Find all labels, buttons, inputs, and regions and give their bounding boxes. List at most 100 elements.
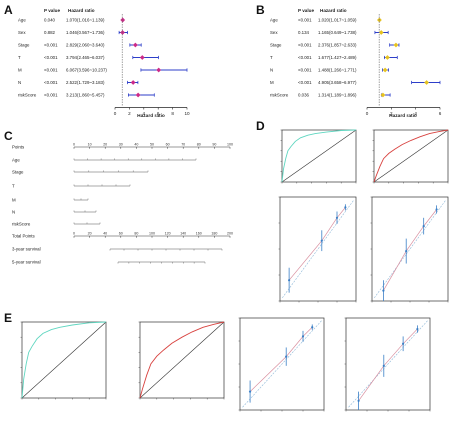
panel-e-roc-right xyxy=(138,321,225,400)
panel-d-calibration-right-observed-line xyxy=(383,209,437,291)
forest-a-tick-1: 2 xyxy=(128,111,131,116)
forest-b-label-5: M xyxy=(270,80,274,85)
forest-b-hrtext-0: 1.020(1.017~1.059) xyxy=(318,18,357,23)
panel-d-roc-right xyxy=(372,129,449,184)
nomogram-label-6: riskScore xyxy=(12,222,31,227)
forest-b-label-6: riskScore xyxy=(270,93,289,98)
panel-e-roc-left xyxy=(20,321,107,400)
forest-a-point-6 xyxy=(135,92,141,98)
forest-b-pvalue-5: <0.001 xyxy=(298,80,312,85)
nomogram-points-tick-2: 20 xyxy=(103,142,107,146)
forest-a-hrtext-1: 1.046(0.567~1.736) xyxy=(66,30,105,35)
forest-b-label-3: T xyxy=(270,55,273,60)
panel-letter-e: E xyxy=(4,311,12,325)
forest-b-tick-0: 0 xyxy=(366,111,369,116)
forest-b-xlabel: Hazard ratio xyxy=(389,113,417,119)
panel-letter-b: B xyxy=(256,3,265,17)
panel-e-calibration-left-ideal-line xyxy=(242,320,322,408)
forest-b-hrtext-6: 1.314(1.189~1.896) xyxy=(318,93,357,98)
forest-b-pvalue-3: <0.001 xyxy=(298,55,312,60)
forest-a-hrtext-4: 6.067(3.596~10.237) xyxy=(66,68,107,73)
nomogram-label-0: Points xyxy=(12,145,25,150)
forest-a-tick-4: 8 xyxy=(171,111,174,116)
forest-a-label-6: riskScore xyxy=(18,93,37,98)
forest-b-label-1: Sex xyxy=(270,30,278,35)
forest-a-label-3: T xyxy=(18,55,21,60)
forest-a-point-4 xyxy=(156,67,162,73)
forest-a-label-2: Stage xyxy=(18,43,30,48)
forest-a-hrtext-3: 3.794(2.465~6.037) xyxy=(66,55,105,60)
panel-e-calibration-right xyxy=(344,317,431,412)
panel-e-calibration-left-point-0 xyxy=(248,390,252,393)
nomogram-points-tick-6: 60 xyxy=(166,142,170,146)
nomogram-label-1: Age xyxy=(12,158,20,163)
forest-b-pvalue-4: <0.001 xyxy=(298,68,312,73)
forest-a-hrtext-0: 1.070(1.016~1.139) xyxy=(66,18,105,23)
panel-e-calibration-right-point-3 xyxy=(416,327,419,331)
panel-d-roc-right-diagonal xyxy=(373,129,449,183)
forest-a-hrtext-5: 2.522(1.729~3.183) xyxy=(66,80,105,85)
panel-d-roc-right-frame xyxy=(373,129,449,183)
forest-a-pvalue-3: <0.001 xyxy=(44,55,58,60)
nomogram-label-4: M xyxy=(12,198,16,203)
forest-b-pvalue-6: 0.036 xyxy=(298,93,310,98)
panel-d-calibration-right-ideal-line xyxy=(374,199,446,299)
forest-a-pvalue-5: <0.001 xyxy=(44,80,58,85)
panel-d-calibration-right-point-0 xyxy=(382,289,385,292)
panel-d-calibration-left-observed-line xyxy=(288,207,346,281)
panel-letter-d: D xyxy=(256,119,265,133)
panel-e-calibration-right-point-2 xyxy=(402,342,405,345)
forest-plot-b: P value Hazard ratio Hazard ratio Age <0.… xyxy=(270,8,442,119)
forest-b-label-4: N xyxy=(270,68,273,73)
panel-d xyxy=(278,129,449,303)
forest-b-label-0: Age xyxy=(270,18,278,23)
forest-a-pvalue-0: 0.040 xyxy=(44,18,56,23)
forest-b-point-5 xyxy=(424,80,430,85)
panel-d-calibration-left xyxy=(278,196,357,303)
panel-e-calibration-right-point-1 xyxy=(382,364,385,367)
forest-a-label-1: Sex xyxy=(18,30,26,35)
panel-d-calibration-left-point-2 xyxy=(335,216,339,219)
panel-e-roc-right-frame xyxy=(139,321,225,399)
panel-e-calibration-left-point-2 xyxy=(301,335,305,338)
panel-d-roc-right-curve xyxy=(373,129,449,183)
nomogram-total-tick-8: 160 xyxy=(196,231,202,235)
nomogram-points-tick-4: 40 xyxy=(134,142,138,146)
nomogram-points-tick-3: 30 xyxy=(119,142,123,146)
forest-a-point-3 xyxy=(139,55,145,60)
panel-e-roc-left-curve xyxy=(21,321,107,399)
forest-plot-a: P value Hazard ratio Hazard ratio Age 0.0… xyxy=(18,8,190,119)
panel-e-calibration-right-observed-line xyxy=(358,328,418,402)
panel-e-calibration-left xyxy=(238,317,325,412)
forest-a-hrtext-6: 3.213(1.860~5.457) xyxy=(66,93,105,98)
nomogram-total-tick-2: 40 xyxy=(103,231,107,235)
panel-d-calibration-left-point-1 xyxy=(320,239,323,242)
panel-d-calibration-right-point-3 xyxy=(435,208,438,211)
forest-b-hr-header: Hazard ratio xyxy=(320,8,347,13)
panel-d-calibration-right-point-2 xyxy=(422,225,425,228)
nomogram-total-tick-4: 80 xyxy=(134,231,138,235)
nomogram-total-tick-1: 20 xyxy=(88,231,92,235)
nomogram-label-2: Stage xyxy=(12,170,24,175)
panel-d-roc-left-frame xyxy=(281,129,357,183)
panel-e-roc-right-curve xyxy=(139,321,225,399)
forest-b-label-2: Stage xyxy=(270,43,282,48)
forest-a-label-5: N xyxy=(18,80,21,85)
forest-b-pvalue-0: <0.001 xyxy=(298,18,312,23)
nomogram-total-tick-7: 140 xyxy=(180,231,186,235)
panel-e-calibration-left-observed-line xyxy=(249,326,313,392)
forest-b-tick-1: 2 xyxy=(390,111,393,116)
forest-b-point-1 xyxy=(378,30,384,35)
forest-a-hrtext-2: 2.829(2.060~3.640) xyxy=(66,43,105,48)
forest-a-label-4: M xyxy=(18,68,22,73)
forest-b-hrtext-4: 1.488(1.266~1.771) xyxy=(318,68,357,73)
nomogram-total-tick-0: 0 xyxy=(73,231,75,235)
forest-b-point-6 xyxy=(380,92,386,98)
forest-a-tick-2: 4 xyxy=(143,111,146,116)
forest-a-pvalue-4: <0.001 xyxy=(44,68,58,73)
panel-d-calibration-right-point-1 xyxy=(405,249,408,253)
nomogram-total-tick-3: 60 xyxy=(119,231,123,235)
panel-d-roc-left xyxy=(280,129,357,184)
